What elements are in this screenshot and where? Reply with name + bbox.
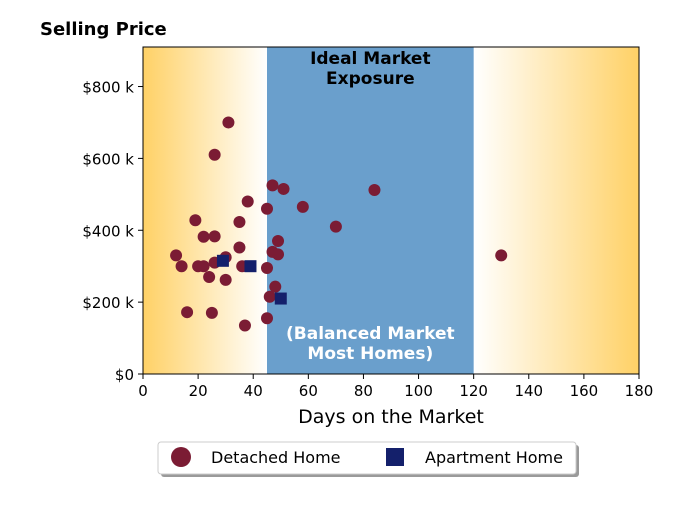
detached-home-point — [205, 306, 218, 319]
detached-home-point — [272, 248, 285, 261]
detached-home-point — [233, 241, 246, 254]
detached-home-point — [261, 202, 273, 215]
x-tick-label: 80 — [354, 382, 373, 400]
detached-home-point — [238, 319, 251, 332]
legend-label: Apartment Home — [425, 448, 563, 467]
x-tick-label: 100 — [404, 382, 433, 400]
legend-detached-marker — [171, 447, 191, 467]
legend-box — [157, 441, 577, 475]
x-tick-label: 160 — [570, 382, 599, 400]
detached-home-point — [189, 214, 202, 227]
annotation-balanced-market: (Balanced Market — [286, 324, 455, 344]
detached-home-point — [197, 230, 210, 243]
x-tick-label: 40 — [244, 382, 263, 400]
detached-home-point — [368, 184, 381, 197]
x-tick-label: 0 — [138, 382, 148, 400]
detached-home-point — [233, 215, 246, 228]
plot-background — [143, 47, 639, 374]
detached-home-point — [219, 273, 232, 286]
x-axis-title: Days on the Market — [298, 406, 484, 428]
apartment-home-point — [244, 260, 257, 273]
detached-home-point — [241, 195, 254, 208]
y-tick-label: $200 k — [82, 294, 134, 312]
legend-label: Detached Home — [211, 448, 341, 467]
y-tick-label: $0 — [115, 366, 134, 384]
detached-home-point — [208, 230, 221, 243]
apartment-home-point — [216, 254, 229, 267]
detached-home-point — [269, 280, 282, 293]
detached-home-point — [277, 182, 290, 195]
apartment-home-point — [274, 292, 287, 305]
detached-home-point — [296, 200, 309, 213]
right-gradient-band — [473, 47, 639, 374]
x-tick-label: 140 — [514, 382, 543, 400]
x-tick-label: 120 — [459, 382, 488, 400]
detached-home-point — [495, 249, 508, 262]
chart-title: Selling Price — [40, 19, 167, 40]
plot-frame — [142, 46, 640, 375]
detached-home-point — [208, 148, 221, 161]
x-tick-label: 20 — [189, 382, 208, 400]
annotation-ideal-exposure: Exposure — [326, 69, 415, 89]
annotation-ideal-exposure: Ideal Market — [310, 49, 431, 69]
legend: Detached Home Apartment Home — [157, 441, 579, 477]
legend-apartment-marker — [386, 448, 404, 466]
detached-home-point — [170, 249, 183, 262]
detached-home-point — [222, 116, 235, 129]
detached-home-point — [261, 312, 273, 325]
x-tick-label: 180 — [625, 382, 654, 400]
detached-home-point — [181, 306, 194, 319]
y-tick-label: $800 k — [82, 79, 134, 97]
detached-home-point — [197, 260, 210, 273]
detached-home-point — [266, 179, 279, 192]
x-tick-label: 60 — [299, 382, 318, 400]
detached-home-point — [263, 290, 276, 303]
detached-home-point — [329, 220, 342, 233]
detached-home-point — [203, 270, 216, 283]
left-gradient-band — [143, 47, 267, 374]
y-tick-label: $600 k — [82, 150, 134, 168]
detached-home-point — [272, 235, 285, 248]
detached-home-point — [175, 260, 188, 273]
data-points — [170, 116, 508, 332]
y-tick-label: $400 k — [82, 222, 134, 240]
annotation-balanced-market: Most Homes) — [307, 344, 433, 364]
axes: 0 20 40 60 80 100 120 140 160 180 $0 $200 k $400 k $6… — [82, 46, 654, 400]
detached-home-point — [261, 261, 273, 274]
